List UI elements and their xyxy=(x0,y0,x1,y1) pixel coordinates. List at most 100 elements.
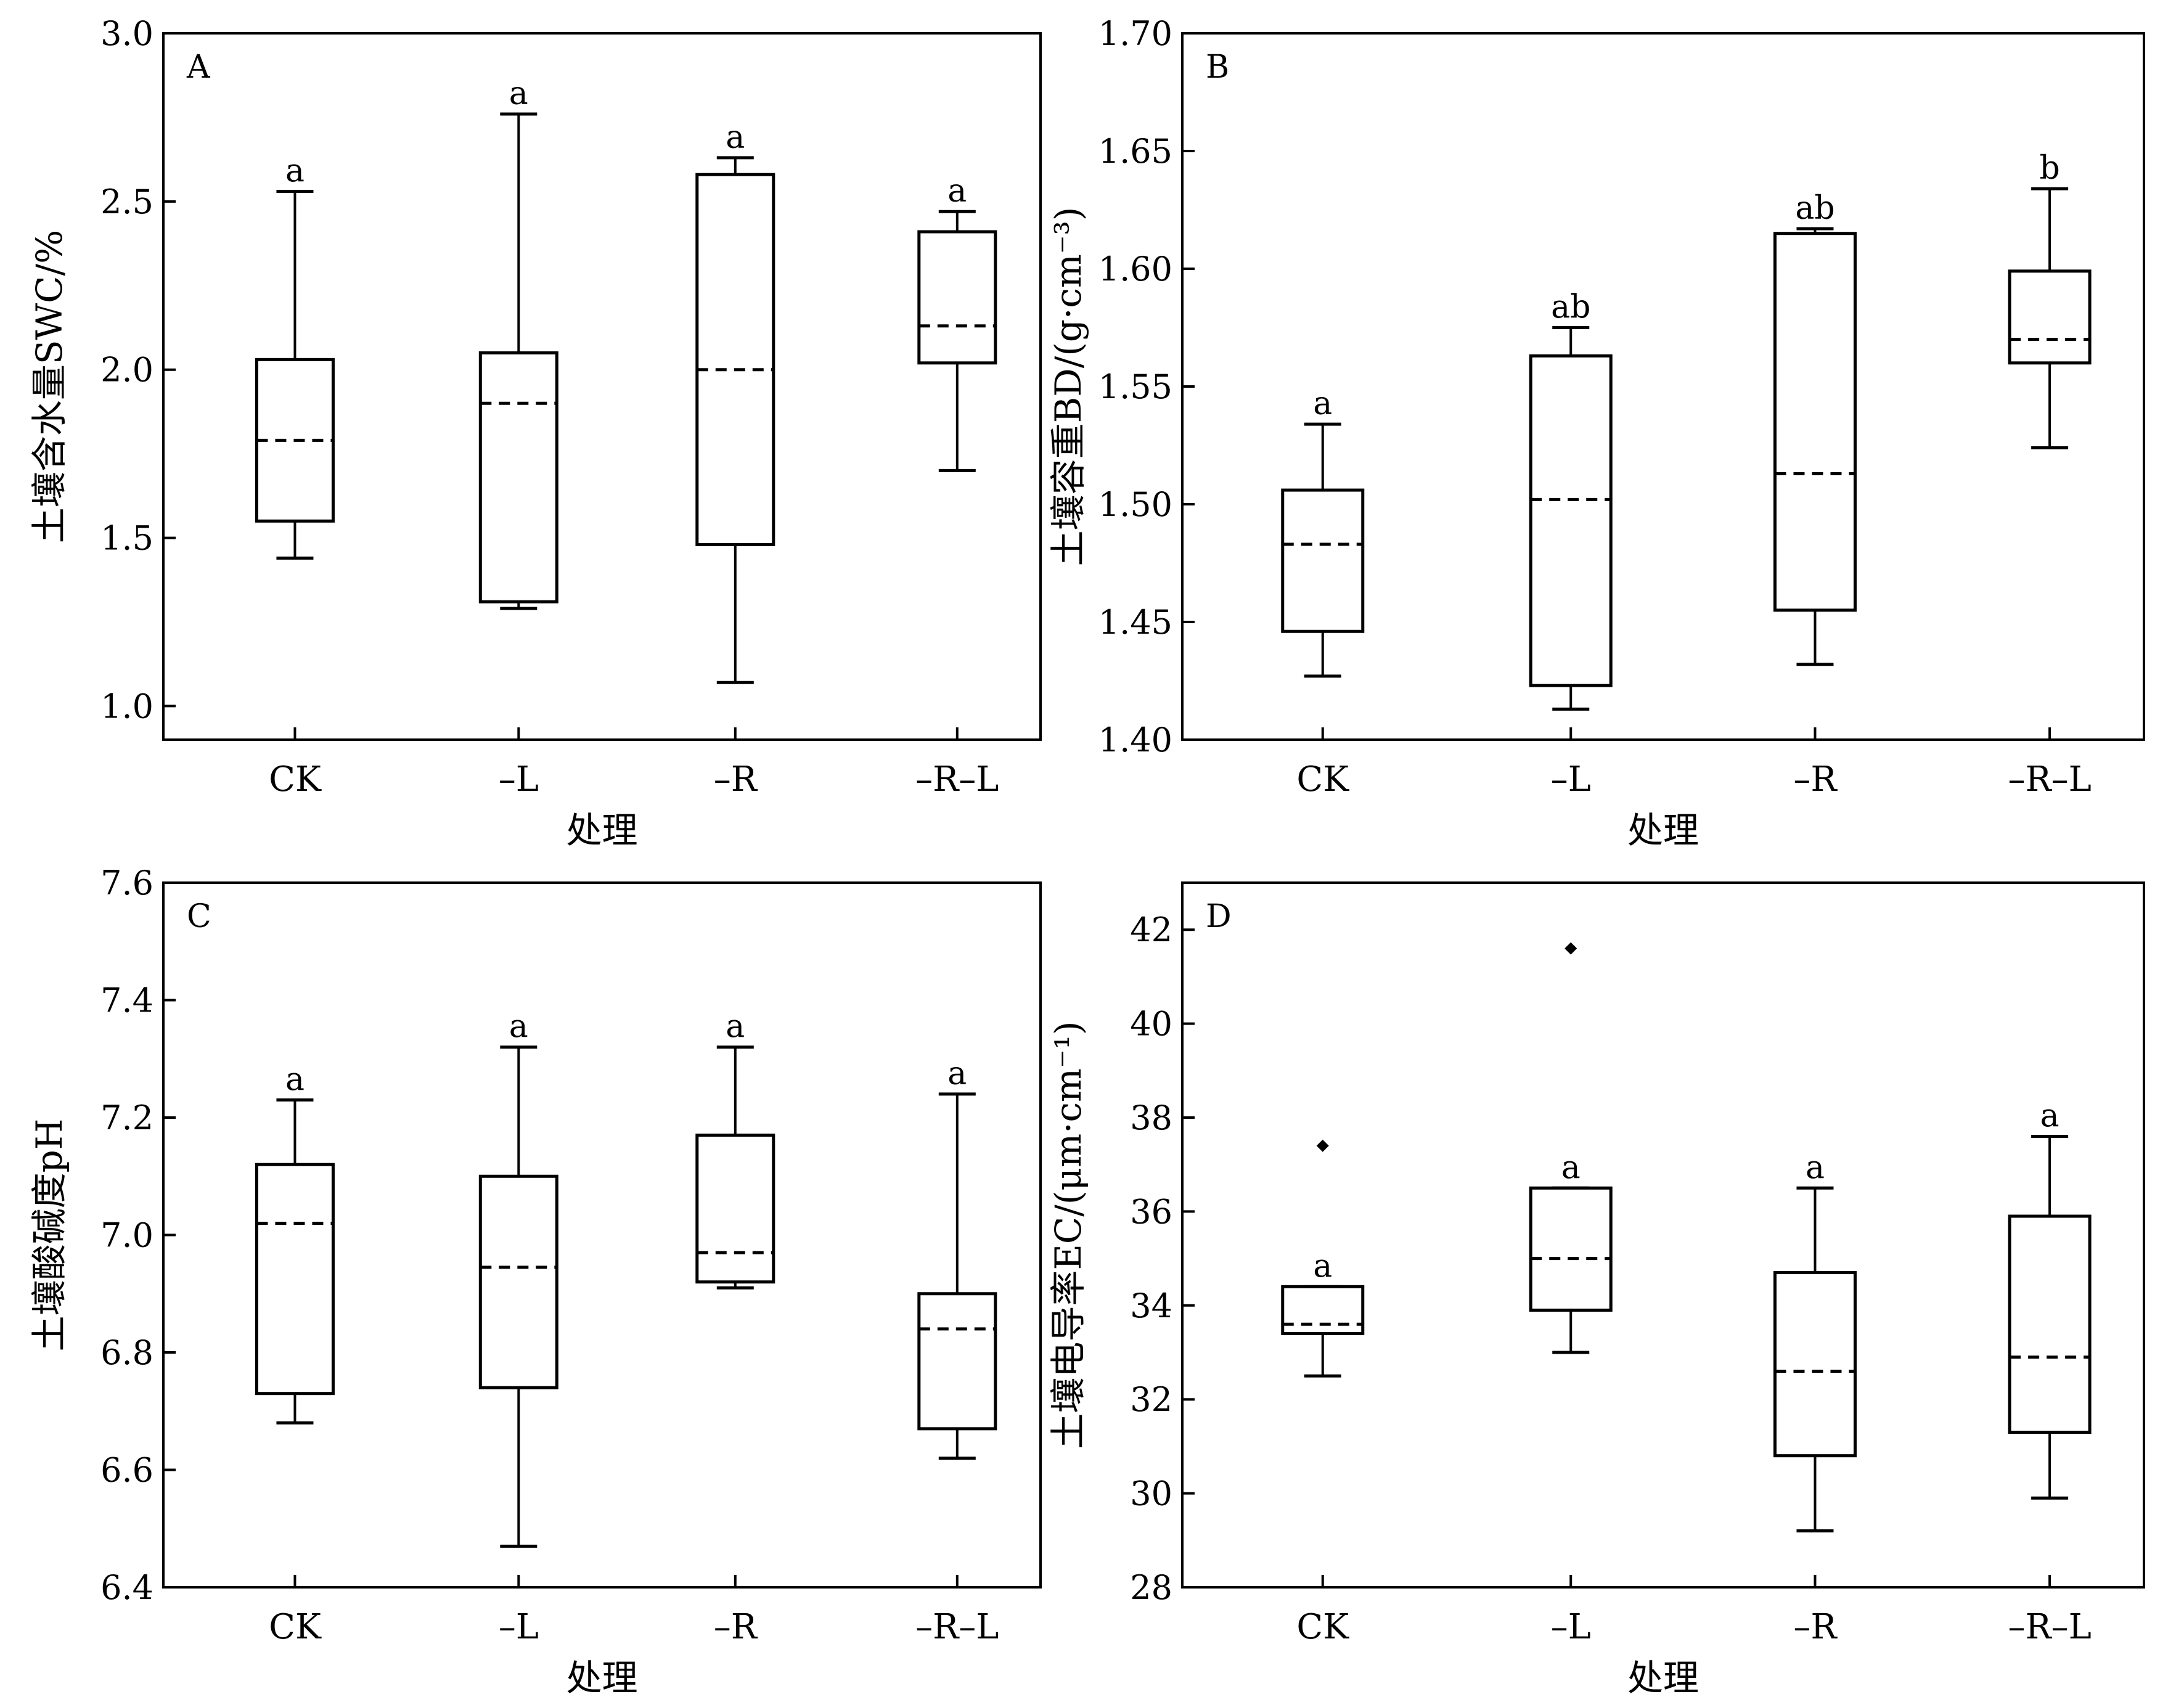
y-tick-label: 42 xyxy=(1130,910,1172,949)
x-axis-title: 处理 xyxy=(1627,809,1699,851)
x-tick-label: –R–L xyxy=(915,759,999,799)
y-tick-label: 32 xyxy=(1130,1380,1172,1419)
y-tick-label: 6.4 xyxy=(100,1568,153,1607)
significance-label: b xyxy=(2039,150,2059,187)
x-tick-label: –R xyxy=(1793,1607,1838,1647)
x-tick-label: –R–L xyxy=(2008,1607,2091,1647)
x-tick-label: CK xyxy=(1296,759,1349,799)
y-tick-label: 1.55 xyxy=(1098,367,1172,406)
x-tick-label: –L xyxy=(499,1607,539,1647)
significance-label: ab xyxy=(1551,289,1590,326)
x-axis-title: 处理 xyxy=(566,809,637,851)
outlier-point xyxy=(1316,1139,1329,1152)
significance-label: a xyxy=(1313,1248,1332,1285)
y-tick-label: 28 xyxy=(1130,1568,1172,1607)
iqr-box xyxy=(2008,1214,2092,1434)
y-axis-title: 土壤酸碱度pH xyxy=(28,1119,70,1352)
box-–R–L: –R–L b xyxy=(2008,150,2091,799)
y-tick-label: 1.45 xyxy=(1098,603,1172,642)
x-tick-label: –L xyxy=(1551,759,1591,799)
y-tick-label: 1.70 xyxy=(1098,14,1172,53)
y-tick-label: 2.5 xyxy=(100,182,153,221)
y-tick-label: 3.0 xyxy=(100,14,153,53)
panel-a: 1.01.52.02.53.0A土壤含水量SWC/%处理CKa–La–Ra–R–… xyxy=(28,14,1042,851)
iqr-box xyxy=(695,1134,775,1284)
panel-letter: A xyxy=(186,49,211,86)
iqr-box xyxy=(2008,269,2092,365)
x-tick-label: –R xyxy=(714,1607,758,1647)
y-tick-label: 7.6 xyxy=(100,864,153,902)
iqr-box xyxy=(1281,1285,1365,1336)
significance-label: a xyxy=(285,152,305,189)
significance-label: a xyxy=(726,119,745,156)
box-–R: –R a xyxy=(695,1008,775,1647)
box-–R–L: –R–L a xyxy=(2008,1097,2091,1647)
significance-label: a xyxy=(509,75,528,112)
box-–L: –L a xyxy=(478,75,558,799)
iqr-box xyxy=(1281,488,1365,633)
significance-label: a xyxy=(1313,385,1332,422)
y-tick-label: 7.2 xyxy=(100,1098,153,1137)
x-tick-label: –R–L xyxy=(2008,759,2091,799)
y-tick-label: 1.60 xyxy=(1098,250,1172,288)
box-–R–L: –R–L a xyxy=(915,1055,999,1647)
y-tick-label: 7.0 xyxy=(100,1216,153,1255)
iqr-box xyxy=(255,1163,335,1396)
box-CK: CK a xyxy=(255,152,335,799)
panel-b: 1.40 1.45 1.50 1.55 1.60 1.65 1.70 B 土壤容重BD/(g·c… xyxy=(1047,14,2145,851)
significance-label: a xyxy=(1806,1149,1825,1186)
iqr-box xyxy=(1773,1270,1857,1458)
y-axis-title: 土壤含水量SWC/% xyxy=(28,230,70,543)
iqr-box xyxy=(478,351,558,603)
significance-label: a xyxy=(947,173,967,210)
panel-c: 6.4 6.6 6.8 7.0 7.2 7.4 7.6 C 土壤酸碱度pH 处理 CK a –L a –R a… xyxy=(28,864,1042,1697)
y-tick-label: 7.4 xyxy=(100,981,153,1020)
iqr-box xyxy=(917,230,997,365)
significance-label: a xyxy=(1561,1149,1581,1186)
y-tick-label: 30 xyxy=(1130,1474,1172,1513)
box-–R–L: –R–L a xyxy=(915,173,999,799)
significance-label: a xyxy=(285,1061,305,1098)
x-tick-label: –R–L xyxy=(915,1607,999,1647)
y-tick-label: 38 xyxy=(1130,1098,1172,1137)
y-tick-label: 40 xyxy=(1130,1005,1172,1044)
plot-frame xyxy=(162,32,1042,741)
y-tick-label: 1.50 xyxy=(1098,485,1172,524)
x-tick-label: –L xyxy=(1551,1607,1591,1647)
y-tick-label: 2.0 xyxy=(100,351,153,390)
y-tick-label: 6.8 xyxy=(100,1333,153,1372)
panel-letter: C xyxy=(187,898,211,935)
panel-letter: B xyxy=(1206,49,1229,86)
significance-label: a xyxy=(509,1008,528,1045)
box-CK: CK a xyxy=(255,1061,335,1647)
iqr-box xyxy=(917,1292,997,1431)
x-tick-label: –L xyxy=(499,759,539,799)
x-tick-label: –R xyxy=(714,759,758,799)
significance-label: ab xyxy=(1795,190,1834,227)
x-tick-label: CK xyxy=(269,759,322,799)
significance-label: a xyxy=(2040,1097,2059,1134)
y-tick-label: 1.40 xyxy=(1098,721,1172,759)
iqr-box xyxy=(1529,354,1613,687)
box-–L: –L a xyxy=(1529,942,1613,1647)
box-CK: CK a xyxy=(1281,1139,1365,1647)
box-–L: –L a xyxy=(478,1008,558,1647)
iqr-box xyxy=(478,1174,558,1389)
y-tick-label: 1.65 xyxy=(1098,132,1172,171)
y-axis-title: 土壤电导率EC/(μm·cm⁻¹) xyxy=(1047,1021,1089,1449)
y-tick-label: 1.0 xyxy=(100,687,153,726)
box-–L: –L ab xyxy=(1529,289,1613,799)
x-tick-label: CK xyxy=(269,1607,322,1647)
outlier-point xyxy=(1564,942,1577,955)
plot-frame xyxy=(1181,881,2145,1589)
y-tick-label: 6.6 xyxy=(100,1451,153,1490)
y-tick-label: 36 xyxy=(1130,1192,1172,1231)
x-tick-label: CK xyxy=(1296,1607,1349,1647)
box-–R: –R a xyxy=(1773,1149,1857,1647)
y-tick-label: 34 xyxy=(1130,1286,1172,1325)
iqr-box xyxy=(695,173,775,546)
box-–R: –R a xyxy=(695,119,775,799)
box-CK: CK a xyxy=(1281,385,1365,799)
x-axis-title: 处理 xyxy=(1627,1657,1699,1697)
